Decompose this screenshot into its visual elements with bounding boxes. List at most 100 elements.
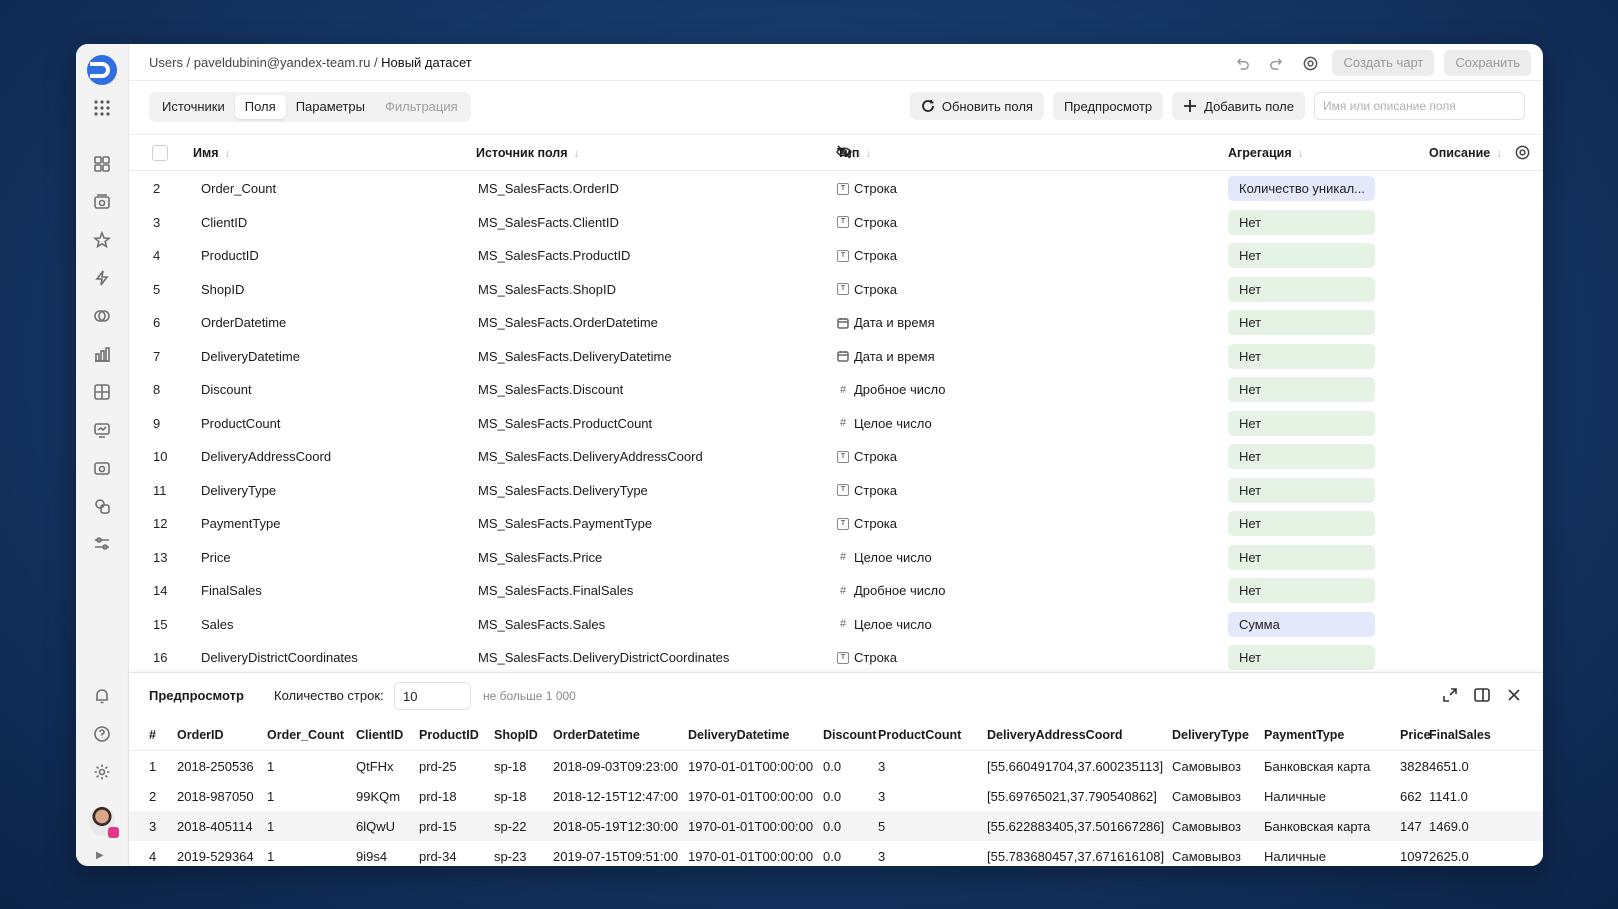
table-settings-gear-icon[interactable]	[1514, 144, 1531, 164]
field-source[interactable]: MS_SalesFacts.ProductCount	[478, 415, 653, 431]
field-type[interactable]: Дата и время	[837, 349, 935, 364]
sliders-icon[interactable]	[90, 532, 114, 556]
shapes-icon[interactable]	[90, 494, 114, 518]
tab-fields[interactable]: Поля	[234, 95, 286, 119]
field-name[interactable]: OrderDatetime	[201, 315, 287, 330]
field-row[interactable]: 9 ProductCount MS_SalesFacts.ProductCount #…	[129, 407, 1543, 441]
field-aggregation-select[interactable]: Нет	[1228, 310, 1375, 335]
field-source[interactable]: MS_SalesFacts.Price	[478, 549, 603, 565]
field-source[interactable]: MS_SalesFacts.DeliveryDistrictCoordinate…	[478, 650, 730, 665]
refresh-fields-button[interactable]: Обновить поля	[909, 92, 1044, 120]
column-header-hidden-sort[interactable]: ↓	[857, 146, 863, 160]
field-row[interactable]: 4 ProductID MS_SalesFacts.ProductID T Строка…	[129, 239, 1543, 273]
field-row[interactable]: 16 DeliveryDistrictCoordinates MS_SalesFac…	[129, 641, 1543, 675]
preview-column-header[interactable]: OrderID	[177, 728, 224, 742]
field-name[interactable]: DeliveryDatetime	[201, 348, 300, 364]
field-type[interactable]: T Строка	[837, 215, 897, 230]
field-type[interactable]: T Строка	[837, 650, 897, 665]
breadcrumb-user-folder[interactable]: paveldubinin@yandex-team.ru	[193, 55, 371, 70]
field-source[interactable]: MS_SalesFacts.OrderDatetime	[478, 315, 658, 330]
field-search-input[interactable]	[1314, 92, 1525, 120]
field-source[interactable]: MS_SalesFacts.Discount	[478, 382, 624, 397]
collections-icon[interactable]	[90, 190, 114, 214]
save-button[interactable]: Сохранить	[1444, 50, 1531, 76]
datasets-icon[interactable]	[90, 304, 114, 328]
split-view-icon[interactable]	[1473, 686, 1491, 704]
field-aggregation-select[interactable]: Нет	[1228, 343, 1375, 369]
field-source[interactable]: MS_SalesFacts.FinalSales	[478, 583, 634, 598]
connections-bolt-icon[interactable]	[90, 266, 114, 290]
field-type[interactable]: # Целое число	[837, 617, 932, 632]
field-row[interactable]: 12 PaymentType MS_SalesFacts.PaymentType T С…	[129, 507, 1543, 541]
field-aggregation-select[interactable]: Нет	[1228, 544, 1375, 570]
column-header-type[interactable]: Тип ↓	[837, 146, 871, 160]
column-header-name[interactable]: Имя ↓	[193, 146, 231, 160]
breadcrumb-users[interactable]: Users /	[149, 55, 194, 70]
field-name[interactable]: PaymentType	[201, 516, 281, 531]
field-name[interactable]: Sales	[201, 616, 234, 632]
field-aggregation-select[interactable]: Количество уникал...	[1228, 176, 1375, 201]
field-row[interactable]: 11 DeliveryType MS_SalesFacts.DeliveryType…	[129, 474, 1543, 508]
favorites-star-icon[interactable]	[90, 228, 114, 252]
redo-icon[interactable]	[1264, 51, 1288, 75]
row-count-input[interactable]	[394, 682, 471, 710]
field-row[interactable]: 7 DeliveryDatetime MS_SalesFacts.DeliveryD…	[129, 340, 1543, 374]
preview-column-header[interactable]: Order_Count	[267, 728, 345, 742]
field-source[interactable]: MS_SalesFacts.DeliveryDatetime	[478, 348, 672, 364]
tab-filtering[interactable]: Фильтрация	[385, 99, 458, 114]
field-name[interactable]: ClientID	[201, 214, 248, 230]
field-row[interactable]: 2 Order_Count MS_SalesFacts.OrderID T Строка…	[129, 172, 1543, 206]
field-aggregation-select[interactable]: Нет	[1228, 377, 1375, 402]
field-type[interactable]: Дата и время	[837, 315, 935, 330]
charts-icon[interactable]	[90, 342, 114, 366]
field-name[interactable]: FinalSales	[201, 583, 262, 598]
preview-column-header[interactable]: ShopID	[494, 728, 538, 742]
field-source[interactable]: MS_SalesFacts.PaymentType	[478, 516, 653, 531]
field-aggregation-select[interactable]: Нет	[1228, 276, 1375, 302]
undo-icon[interactable]	[1230, 51, 1254, 75]
field-name[interactable]: DeliveryDistrictCoordinates	[201, 650, 358, 665]
field-aggregation-select[interactable]: Нет	[1228, 209, 1375, 235]
field-name[interactable]: Order_Count	[201, 181, 277, 196]
table-icon[interactable]	[90, 380, 114, 404]
field-row[interactable]: 10 DeliveryAddressCoord MS_SalesFacts.Deli…	[129, 440, 1543, 474]
add-field-button[interactable]: Добавить поле	[1172, 92, 1305, 120]
field-type[interactable]: T Строка	[837, 248, 897, 263]
field-source[interactable]: MS_SalesFacts.Sales	[478, 616, 606, 632]
preview-column-header[interactable]: ProductID	[419, 728, 479, 742]
column-header-aggregation[interactable]: Агрегация ↓	[1228, 146, 1304, 160]
field-row[interactable]: 14 FinalSales MS_SalesFacts.FinalSales # Дро…	[129, 574, 1543, 608]
field-row[interactable]: 13 Price MS_SalesFacts.Price # Целое число Не…	[129, 541, 1543, 575]
column-header-description[interactable]: Описание ↓	[1429, 146, 1502, 160]
field-source[interactable]: MS_SalesFacts.OrderID	[478, 181, 619, 196]
column-header-source[interactable]: Источник поля ↓	[476, 146, 580, 160]
field-name[interactable]: ProductCount	[201, 415, 281, 431]
preview-column-header[interactable]: DeliveryAddressCoord	[987, 728, 1123, 742]
field-type[interactable]: T Строка	[837, 483, 897, 498]
field-name[interactable]: ProductID	[201, 248, 259, 263]
field-name[interactable]: ShopID	[201, 281, 245, 297]
preview-column-header[interactable]: Price	[1400, 728, 1431, 742]
preview-column-header[interactable]: OrderDatetime	[553, 728, 640, 742]
preview-button[interactable]: Предпросмотр	[1052, 92, 1164, 120]
preview-column-header[interactable]: ProductCount	[878, 728, 962, 742]
preview-column-header[interactable]: FinalSales	[1429, 728, 1491, 742]
dataset-settings-gear-icon[interactable]	[1298, 51, 1322, 75]
datalens-logo[interactable]	[85, 53, 119, 87]
field-source[interactable]: MS_SalesFacts.DeliveryType	[478, 482, 648, 498]
settings-gear-icon[interactable]	[90, 760, 114, 784]
field-type[interactable]: # Целое число	[837, 550, 932, 565]
preview-column-header[interactable]: #	[149, 728, 156, 742]
field-type[interactable]: T Строка	[837, 449, 897, 464]
field-name[interactable]: DeliveryType	[201, 482, 277, 498]
field-name[interactable]: Price	[201, 549, 231, 565]
field-source[interactable]: MS_SalesFacts.DeliveryAddressCoord	[478, 449, 703, 464]
create-chart-button[interactable]: Создать чарт	[1332, 50, 1435, 76]
help-icon[interactable]	[90, 722, 114, 746]
field-type[interactable]: T Строка	[837, 181, 897, 196]
field-aggregation-select[interactable]: Нет	[1228, 243, 1375, 268]
field-row[interactable]: 6 OrderDatetime MS_SalesFacts.OrderDatetim…	[129, 306, 1543, 340]
field-type[interactable]: T Строка	[837, 516, 897, 531]
field-type[interactable]: # Дробное число	[837, 583, 946, 598]
field-aggregation-select[interactable]: Сумма	[1228, 611, 1375, 637]
